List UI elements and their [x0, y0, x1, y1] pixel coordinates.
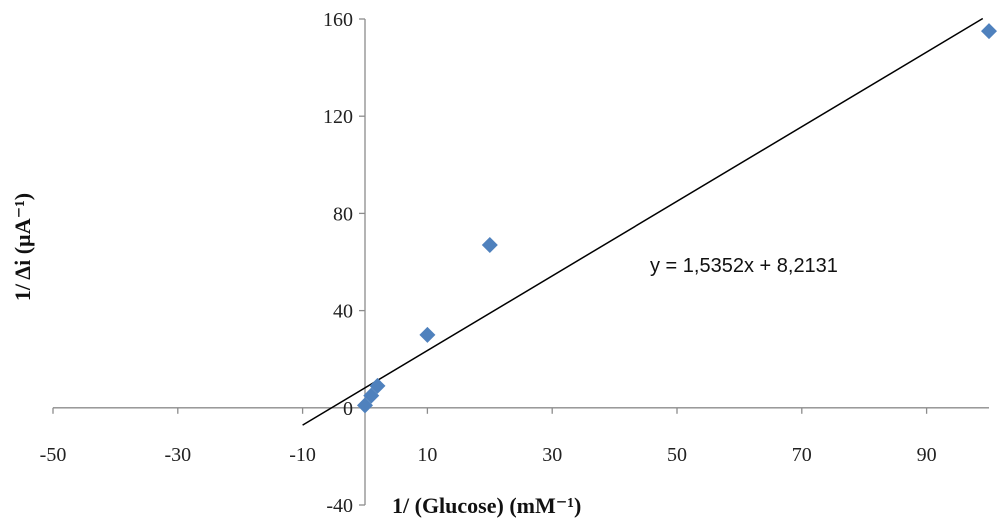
- data-point: [369, 377, 386, 394]
- x-tick-label: -10: [289, 444, 316, 466]
- data-point: [481, 236, 498, 253]
- y-tick-label: -40: [326, 495, 353, 517]
- trendline-group: [302, 17, 984, 426]
- x-tick-label: 30: [542, 444, 562, 466]
- y-tick-label: 120: [323, 106, 353, 128]
- axes: [52, 18, 989, 506]
- data-point: [981, 23, 997, 40]
- y-tick-label: 80: [333, 203, 353, 225]
- tick-labels: -50 -30 -10 10 30 50 70 90 -40 0 40 80 120 160: [40, 9, 937, 517]
- x-tick-label: 90: [917, 444, 937, 466]
- x-axis-title: 1/ (Glucose) (mM⁻¹): [392, 493, 581, 518]
- data-point: [419, 326, 436, 343]
- x-tick-label: 10: [417, 444, 437, 466]
- y-tick-label: 160: [323, 9, 353, 31]
- y-axis-title: 1/ Δi (µA⁻¹): [10, 193, 35, 301]
- trendline-equation: y = 1,5352x + 8,2131: [650, 255, 838, 277]
- y-tick-label: 0: [343, 398, 353, 420]
- x-tick-label: -50: [40, 444, 67, 466]
- x-tick-label: -30: [164, 444, 191, 466]
- x-tick-label: 50: [667, 444, 687, 466]
- y-tick-label: 40: [333, 301, 353, 323]
- x-tick-label: 70: [792, 444, 812, 466]
- trendline: [302, 17, 984, 426]
- data-points: [357, 23, 997, 414]
